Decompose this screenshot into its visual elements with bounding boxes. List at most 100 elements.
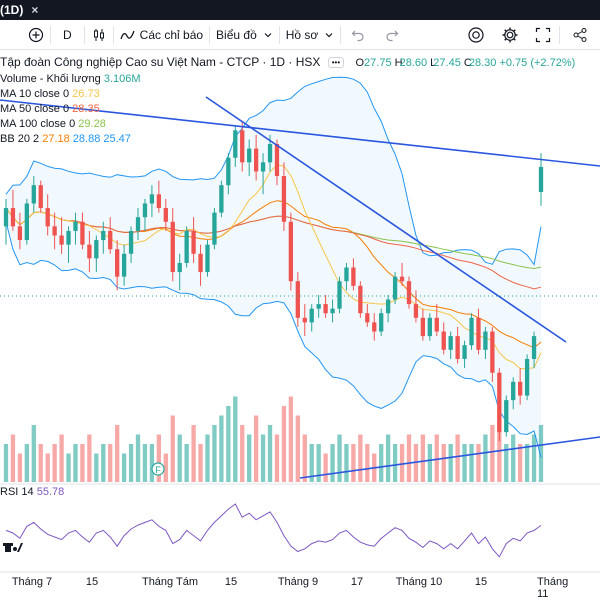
- indicators-button[interactable]: Các chỉ báo: [114, 20, 209, 50]
- candle: [233, 125, 238, 167]
- candle-body: [330, 308, 335, 314]
- volume-bar: [260, 434, 266, 482]
- x-tick-label: Tháng 9: [277, 576, 319, 588]
- candle-body: [427, 317, 432, 337]
- volume-bar: [413, 444, 419, 482]
- volume-bar: [205, 434, 210, 482]
- candle-body: [177, 262, 182, 273]
- candle: [52, 212, 57, 250]
- share-icon: [573, 27, 587, 42]
- toolbar-divider: [209, 25, 211, 44]
- x-tick-label: Tháng 7: [11, 576, 53, 588]
- candle-body: [121, 253, 127, 277]
- trendline-resistance-short[interactable]: [205, 96, 567, 343]
- candle-body: [441, 331, 446, 350]
- candle: [66, 226, 71, 263]
- candle-body: [212, 212, 217, 245]
- ma10-label: MA 10 close 0: [0, 88, 70, 100]
- chart-type-button[interactable]: Biểu đồ: [210, 20, 279, 50]
- candle-body: [434, 317, 439, 332]
- candle-body: [142, 203, 148, 218]
- volume-bar: [135, 434, 141, 482]
- candle-body: [59, 235, 64, 245]
- trendline-support[interactable]: [299, 436, 600, 479]
- volume-bar: [524, 444, 530, 482]
- fullscreen-button[interactable]: [527, 20, 559, 50]
- legend-volume[interactable]: Volume - Khối lượng 3.106M: [0, 72, 141, 87]
- volume-bar: [441, 444, 446, 482]
- candle-body: [73, 221, 78, 231]
- volume-bar: [365, 444, 370, 482]
- candle: [490, 326, 495, 382]
- undo-button[interactable]: [341, 20, 375, 50]
- candle-body: [385, 299, 391, 314]
- volume-bar: [149, 444, 155, 482]
- add-symbol-button[interactable]: [22, 20, 50, 50]
- volume-bar: [184, 444, 189, 482]
- legend-ma10[interactable]: MA 10 close 0 26.73: [0, 87, 141, 102]
- volume-bar: [247, 434, 252, 482]
- legend-bb[interactable]: BB 20 2 27.18 28.88 25.47: [0, 132, 141, 147]
- trendline-resistance-long[interactable]: [0, 99, 600, 167]
- legend-ma100[interactable]: MA 100 close 0 29.28: [0, 117, 141, 132]
- legend-ma50[interactable]: MA 50 close 0 28.35: [0, 102, 141, 117]
- bb-upper-value: 28.88: [72, 133, 101, 145]
- volume-bar: [427, 444, 432, 482]
- financials-marker[interactable]: [151, 462, 165, 476]
- bollinger-band-fill: [6, 77, 541, 458]
- volume-label: Volume - Khối lượng: [0, 73, 101, 85]
- candle: [149, 185, 155, 218]
- candle: [219, 180, 224, 218]
- candle: [427, 313, 432, 341]
- candle-body: [24, 203, 29, 241]
- profile-label: Hồ sơ: [285, 27, 319, 42]
- volume-bar: [476, 444, 481, 482]
- volume-bar: [142, 444, 148, 482]
- rsi-value: 55.78: [36, 486, 65, 498]
- volume-bar: [31, 425, 36, 482]
- profile-button[interactable]: Hồ sơ: [280, 20, 341, 50]
- volume-bar: [455, 434, 460, 482]
- candle: [413, 290, 419, 323]
- candle-body: [247, 148, 252, 163]
- candle-body: [233, 130, 238, 158]
- candle: [177, 253, 182, 291]
- settings-button[interactable]: [493, 20, 527, 50]
- chart-toolbar: D Các chỉ báo Biểu đồ Hồ sơ: [0, 20, 600, 50]
- share-button[interactable]: [560, 20, 600, 50]
- quick-search-button[interactable]: [459, 20, 493, 50]
- volume-bar: [156, 434, 162, 482]
- volume-bar: [330, 444, 335, 482]
- candle: [24, 198, 29, 245]
- volume-bar: [469, 444, 474, 482]
- x-tick-label: 17: [350, 576, 364, 588]
- candle-body: [219, 185, 224, 213]
- volume-bar: [38, 444, 43, 482]
- ma100-label: MA 100 close 0: [0, 118, 76, 130]
- candle: [170, 208, 175, 282]
- volume-bar: [24, 444, 29, 482]
- candle-body: [128, 230, 134, 254]
- symbol-name[interactable]: Tập đoàn Công nghiệp Cao su Việt Nam - C…: [0, 55, 321, 69]
- candle-body: [538, 166, 544, 193]
- candle: [392, 272, 398, 305]
- ma50-label: MA 50 close 0: [0, 103, 70, 115]
- candle: [281, 162, 287, 231]
- close-icon[interactable]: ×: [31, 3, 39, 17]
- interval-button[interactable]: D: [63, 27, 72, 42]
- quick-search-icon: [468, 26, 484, 43]
- candle: [434, 304, 439, 337]
- redo-button[interactable]: [375, 20, 409, 50]
- candle-body: [490, 331, 495, 373]
- time-axis[interactable]: Tháng 7 15 Tháng Tám 15 Tháng 9 17 Tháng…: [0, 572, 600, 600]
- volume-bar: [518, 444, 523, 482]
- financials-marker-letter: F: [155, 465, 161, 475]
- rsi-legend[interactable]: RSI 14 55.78: [0, 486, 64, 498]
- price-chart[interactable]: F: [0, 50, 600, 600]
- volume-bar: [385, 434, 391, 482]
- more-icon[interactable]: •••: [327, 57, 345, 69]
- candle: [538, 153, 544, 206]
- candle: [385, 294, 391, 323]
- candle-body: [448, 336, 453, 350]
- chart-style-button[interactable]: [85, 20, 113, 50]
